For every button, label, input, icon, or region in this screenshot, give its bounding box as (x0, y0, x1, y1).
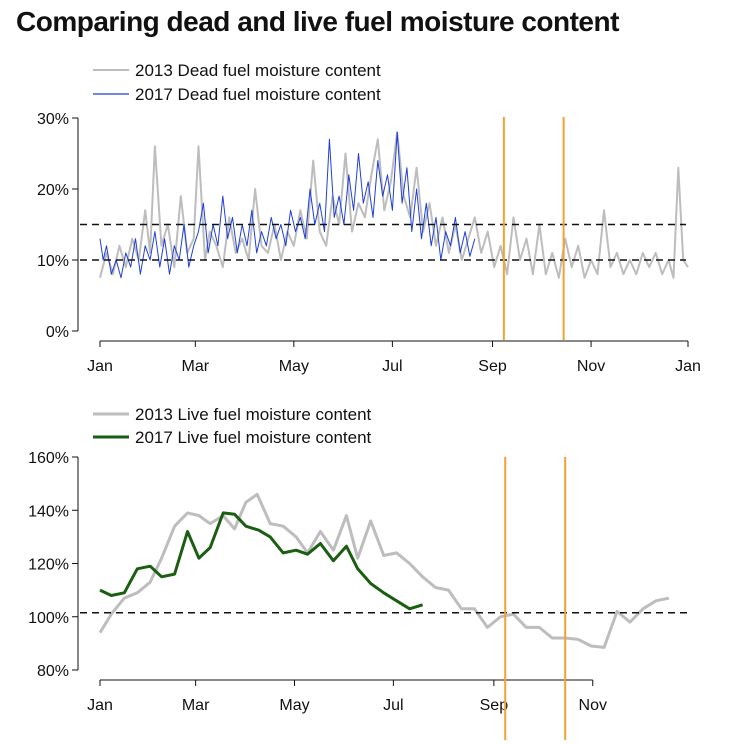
dead-x-tick-label: Jan (675, 358, 701, 375)
live-x-tick-label: May (279, 697, 309, 714)
dead-x-tick-label: May (279, 358, 309, 375)
live-legend-label: 2017 Live fuel moisture content (135, 428, 372, 447)
live-x-tick-label: Nov (579, 697, 607, 714)
live-series-2-line (99, 511, 424, 611)
live-x-tick-label: Jul (383, 697, 403, 714)
live-y-tick-label: 120% (28, 557, 69, 574)
live-x-tick-label: Mar (182, 697, 210, 714)
dead-x-tick-label: Jul (382, 358, 402, 375)
live-legend-label: 2013 Live fuel moisture content (135, 405, 372, 424)
live-y-tick-label: 100% (28, 610, 69, 627)
dead-y-tick-label: 10% (37, 253, 69, 270)
dead-y-tick-label: 30% (37, 111, 69, 128)
dead-x-tick-label: Sep (478, 358, 507, 375)
live-y-tick-label: 140% (28, 503, 69, 520)
live-y-tick-label: 80% (37, 663, 69, 680)
chart-title: Comparing dead and live fuel moisture co… (16, 6, 619, 37)
live-series-1-line (98, 492, 670, 649)
live-x-tick-label: Sep (480, 697, 509, 714)
dead-x-tick-label: Nov (577, 358, 605, 375)
dead-x-tick-label: Jan (87, 358, 113, 375)
dead-y-tick-label: 20% (37, 182, 69, 199)
dead-legend-label: 2017 Dead fuel moisture content (135, 85, 381, 104)
dead-series-2-line (99, 131, 476, 279)
dead-series-1-line (99, 131, 689, 279)
live-y-tick-label: 160% (28, 450, 69, 467)
dead-x-tick-label: Mar (182, 358, 210, 375)
dead-y-tick-label: 0% (46, 324, 69, 341)
live-x-tick-label: Jan (87, 697, 113, 714)
dead-legend-label: 2013 Dead fuel moisture content (135, 61, 381, 80)
